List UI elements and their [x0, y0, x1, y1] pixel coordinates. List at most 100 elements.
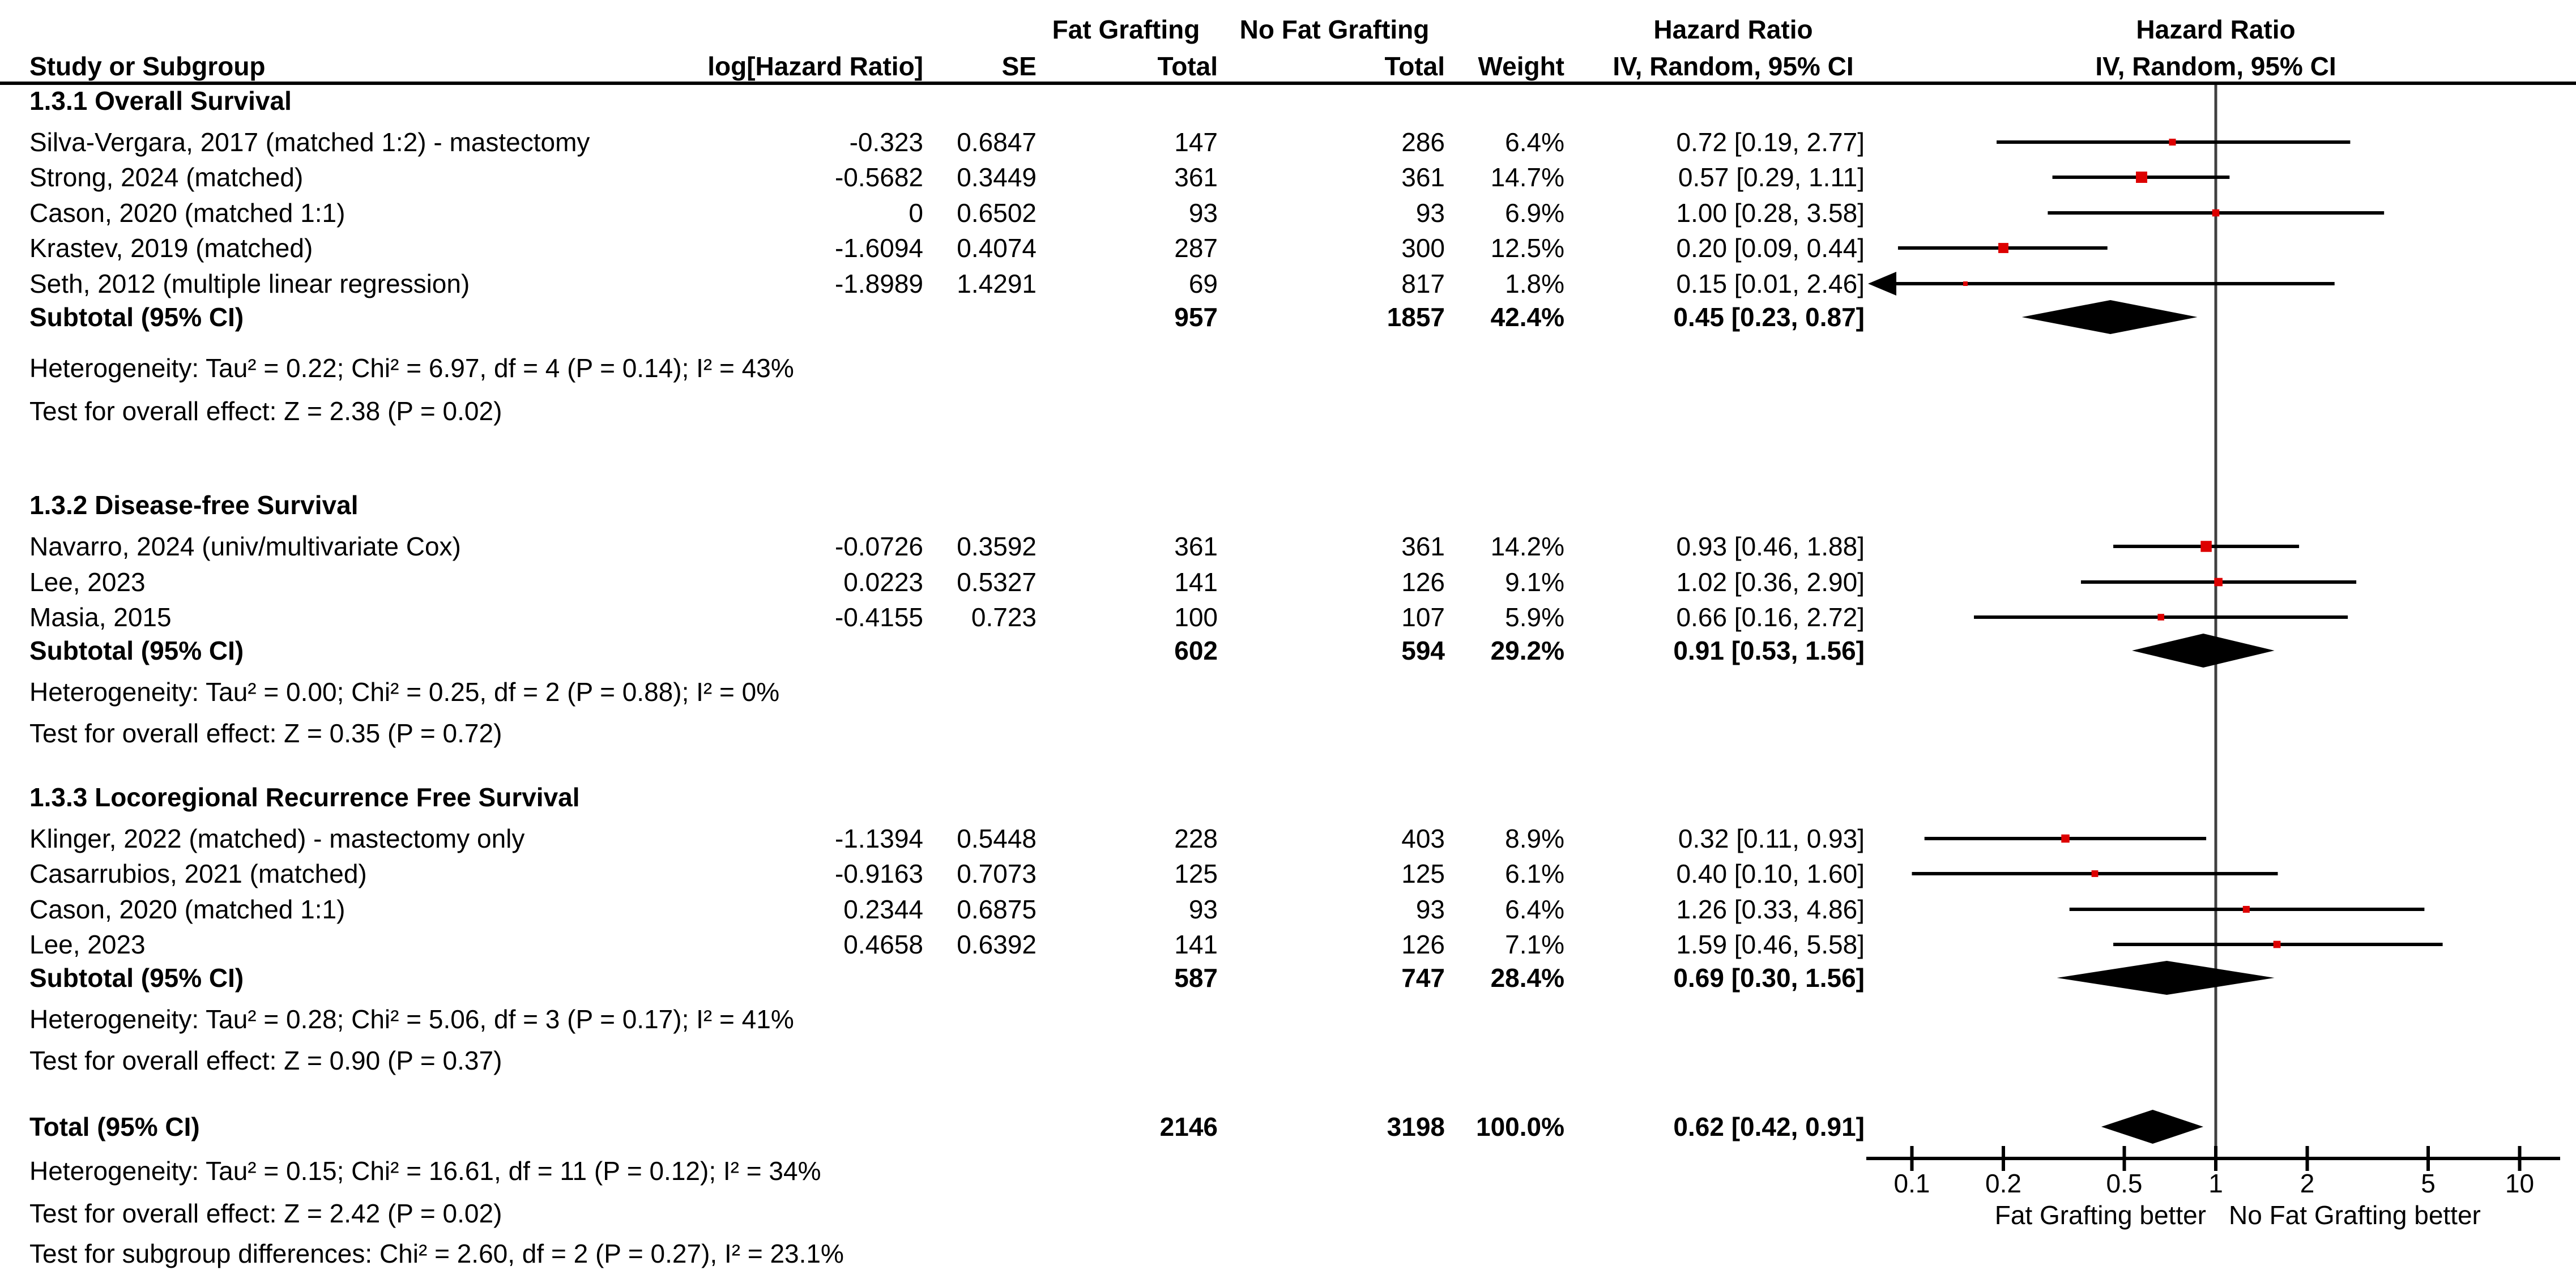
overall-effect-text: Test for overall effect: Z = 2.38 (P = 0… [29, 396, 502, 426]
header-nfg-total: Total [1384, 52, 1445, 81]
study-hr-ci-text: 0.72 [0.19, 2.77] [1676, 127, 1865, 157]
header-study-or-subgroup: Study or Subgroup [29, 52, 266, 81]
study-fg-total-value: 147 [1174, 127, 1218, 157]
axis-tick-label: 5 [2421, 1169, 2436, 1198]
subtotal-nfg-total-value: 594 [1401, 636, 1445, 665]
header-fg-total: Total [1157, 52, 1218, 81]
study-nfg-total-value: 403 [1401, 824, 1445, 853]
total-overall-effect-text: Test for overall effect: Z = 2.42 (P = 0… [29, 1199, 502, 1228]
study-se-value: 0.4074 [957, 233, 1037, 263]
study-se-value: 0.6847 [957, 127, 1037, 157]
total-fg-total-value: 2146 [1159, 1112, 1218, 1141]
axis-tick-label: 0.5 [2106, 1169, 2143, 1198]
header-rule [0, 82, 2576, 85]
total-label: Total (95% CI) [29, 1112, 200, 1141]
study-label: Cason, 2020 (matched 1:1) [29, 198, 346, 228]
total-weight-value: 100.0% [1475, 1112, 1564, 1141]
header-weight: Weight [1478, 52, 1564, 81]
study-loghr-value: 0.2344 [843, 895, 923, 924]
heterogeneity-text: Heterogeneity: Tau² = 0.28; Chi² = 5.06,… [29, 1004, 794, 1034]
effect-marker [1963, 281, 1968, 286]
study-se-value: 0.7073 [957, 859, 1037, 888]
study-loghr-value: 0.4658 [843, 930, 923, 959]
subtotal-label: Subtotal (95% CI) [29, 963, 244, 993]
study-fg-total-value: 141 [1174, 930, 1218, 959]
effect-marker [2273, 940, 2281, 948]
study-label: Klinger, 2022 (matched) - mastectomy onl… [29, 824, 525, 853]
study-fg-total-value: 100 [1174, 602, 1218, 632]
study-nfg-total-value: 817 [1401, 269, 1445, 298]
subtotal-hr-ci-text: 0.45 [0.23, 0.87] [1673, 302, 1865, 332]
study-hr-ci-text: 1.59 [0.46, 5.58] [1676, 930, 1865, 959]
header-se: SE [1001, 52, 1037, 81]
subtotal-weight-value: 42.4% [1490, 302, 1564, 332]
subtotal-hr-ci-text: 0.69 [0.30, 1.56] [1673, 963, 1865, 993]
study-weight-value: 7.1% [1505, 930, 1564, 959]
study-weight-value: 12.5% [1490, 233, 1564, 263]
effect-marker [2061, 834, 2070, 843]
overall-effect-text: Test for overall effect: Z = 0.35 (P = 0… [29, 719, 502, 748]
study-label: Lee, 2023 [29, 930, 146, 959]
study-nfg-total-value: 126 [1401, 930, 1445, 959]
study-loghr-value: -0.9163 [834, 859, 923, 888]
subgroup-title: 1.3.3 Locoregional Recurrence Free Survi… [29, 782, 580, 812]
study-hr-ci-text: 1.02 [0.36, 2.90] [1676, 567, 1865, 597]
header-iv-random-ci-text: IV, Random, 95% CI [1613, 52, 1854, 81]
study-fg-total-value: 93 [1188, 198, 1218, 228]
study-label: Casarrubios, 2021 (matched) [29, 859, 367, 888]
study-se-value: 0.3592 [957, 532, 1037, 561]
subtotal-nfg-total-value: 1857 [1387, 302, 1445, 332]
total-hr-ci-text: 0.62 [0.42, 0.91] [1673, 1112, 1865, 1141]
study-loghr-value: -1.6094 [834, 233, 923, 263]
effect-marker [2214, 578, 2223, 587]
axis-caption-left: Fat Grafting better [1995, 1200, 2206, 1230]
total-diamond [2101, 1110, 2204, 1144]
subtotal-fg-total-value: 957 [1174, 302, 1218, 332]
study-fg-total-value: 228 [1174, 824, 1218, 853]
total-nfg-total-value: 3198 [1387, 1112, 1445, 1141]
subtotal-nfg-total-value: 747 [1401, 963, 1445, 993]
study-hr-ci-text: 0.20 [0.09, 0.44] [1676, 233, 1865, 263]
study-nfg-total-value: 107 [1401, 602, 1445, 632]
pooled-diamond [2132, 634, 2275, 668]
effect-marker [2200, 541, 2212, 552]
subtotal-fg-total-value: 587 [1174, 963, 1218, 993]
study-weight-value: 8.9% [1505, 824, 1564, 853]
study-nfg-total-value: 286 [1401, 127, 1445, 157]
study-se-value: 1.4291 [957, 269, 1037, 298]
study-hr-ci-text: 0.32 [0.11, 0.93] [1678, 824, 1865, 853]
study-weight-value: 5.9% [1505, 602, 1564, 632]
study-fg-total-value: 69 [1188, 269, 1218, 298]
study-label: Lee, 2023 [29, 567, 146, 597]
study-weight-value: 6.4% [1505, 127, 1564, 157]
subtotal-label: Subtotal (95% CI) [29, 636, 244, 665]
study-se-value: 0.5448 [957, 824, 1037, 853]
study-loghr-value: -1.8989 [834, 269, 923, 298]
subtotal-weight-value: 28.4% [1490, 963, 1564, 993]
study-fg-total-value: 287 [1174, 233, 1218, 263]
study-weight-value: 6.9% [1505, 198, 1564, 228]
effect-marker [2212, 209, 2220, 217]
axis-tick-label: 0.2 [1985, 1169, 2021, 1198]
study-fg-total-value: 141 [1174, 567, 1218, 597]
study-hr-ci-text: 0.93 [0.46, 1.88] [1676, 532, 1865, 561]
header-hazard-ratio-text-col: Hazard Ratio [1653, 15, 1813, 44]
study-hr-ci-text: 0.15 [0.01, 2.46] [1676, 269, 1865, 298]
effect-marker [2242, 905, 2250, 913]
study-label: Navarro, 2024 (univ/multivariate Cox) [29, 532, 461, 561]
study-hr-ci-text: 1.26 [0.33, 4.86] [1676, 895, 1865, 924]
study-weight-value: 1.8% [1505, 269, 1564, 298]
study-weight-value: 6.1% [1505, 859, 1564, 888]
study-loghr-value: -0.0726 [834, 532, 923, 561]
study-loghr-value: 0.0223 [843, 567, 923, 597]
axis-tick-label: 10 [2505, 1169, 2534, 1198]
subtotal-weight-value: 29.2% [1490, 636, 1564, 665]
study-hr-ci-text: 1.00 [0.28, 3.58] [1676, 198, 1865, 228]
study-nfg-total-value: 361 [1401, 532, 1445, 561]
study-se-value: 0.3449 [957, 163, 1037, 192]
study-se-value: 0.5327 [957, 567, 1037, 597]
study-nfg-total-value: 93 [1415, 895, 1445, 924]
study-fg-total-value: 93 [1188, 895, 1218, 924]
pooled-diamond [2021, 300, 2198, 334]
